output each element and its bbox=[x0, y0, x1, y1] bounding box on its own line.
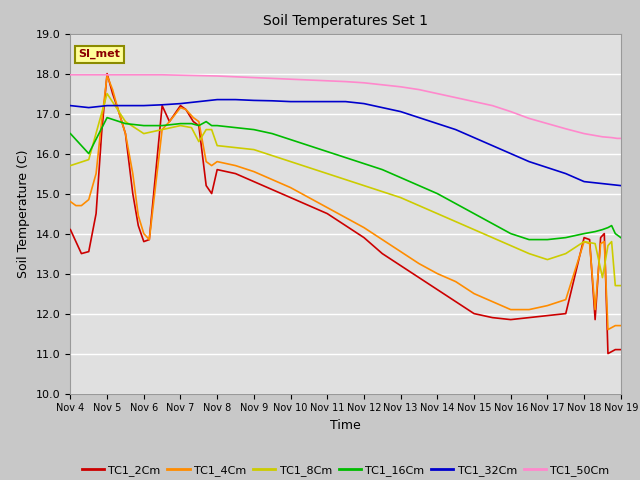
Legend: TC1_2Cm, TC1_4Cm, TC1_8Cm, TC1_16Cm, TC1_32Cm, TC1_50Cm: TC1_2Cm, TC1_4Cm, TC1_8Cm, TC1_16Cm, TC1… bbox=[77, 460, 614, 480]
Text: SI_met: SI_met bbox=[79, 49, 120, 59]
Title: Soil Temperatures Set 1: Soil Temperatures Set 1 bbox=[263, 14, 428, 28]
Y-axis label: Soil Temperature (C): Soil Temperature (C) bbox=[17, 149, 30, 278]
X-axis label: Time: Time bbox=[330, 419, 361, 432]
